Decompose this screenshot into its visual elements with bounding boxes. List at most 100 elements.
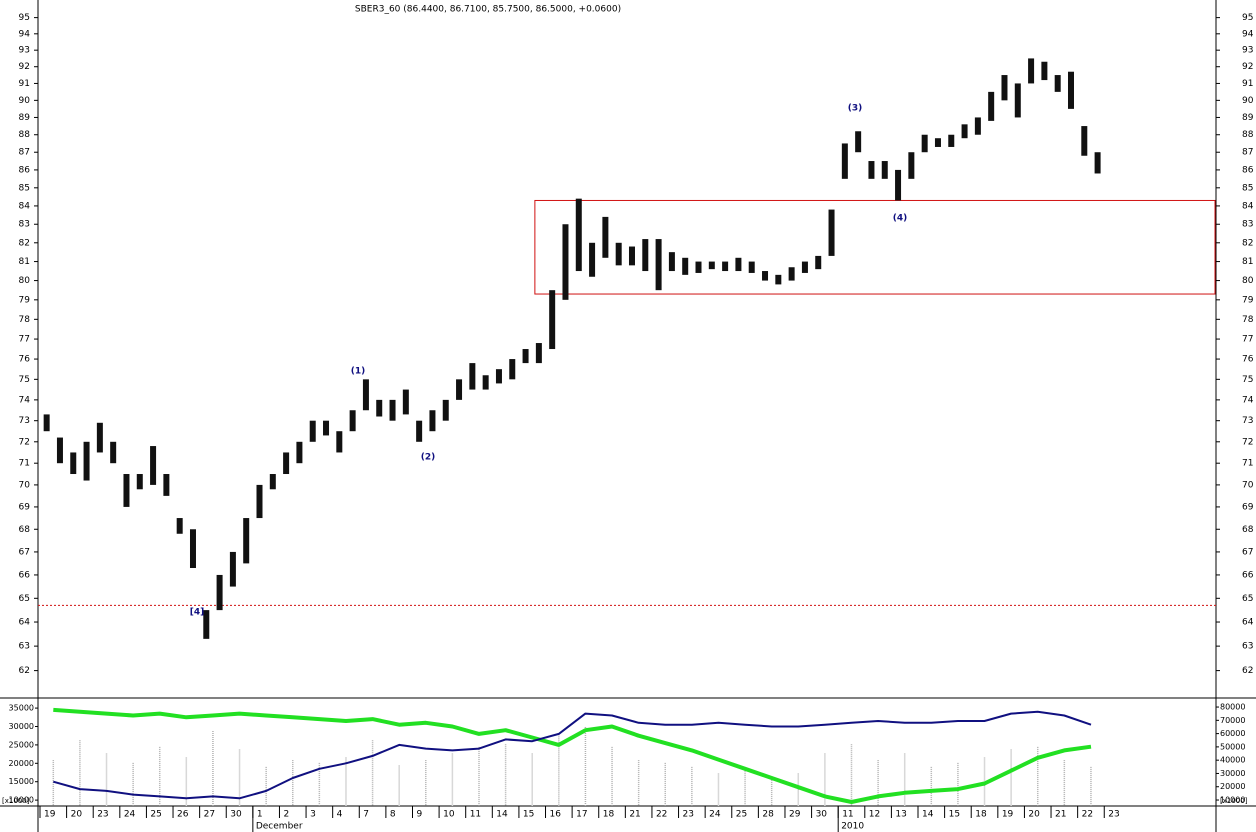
x-tick-label: 27 bbox=[204, 810, 215, 820]
x-tick-label: 28 bbox=[762, 810, 774, 820]
indicator-line bbox=[53, 707, 1092, 804]
price-bar bbox=[628, 246, 635, 266]
annotation: (2) bbox=[421, 453, 436, 463]
price-bar bbox=[429, 410, 436, 432]
x-tick-label: 23 bbox=[1108, 810, 1119, 820]
y-tick-label: 95 bbox=[1242, 13, 1253, 23]
price-bar bbox=[389, 399, 396, 421]
x-tick-label: 18 bbox=[975, 810, 987, 820]
y-tick-label: 80 bbox=[19, 276, 31, 286]
price-bar bbox=[442, 399, 449, 421]
x-tick-label: 24 bbox=[709, 810, 721, 820]
price-bar bbox=[163, 474, 170, 496]
y-tick-label: 85 bbox=[1242, 183, 1253, 193]
x-tick-label: 11 bbox=[470, 810, 481, 820]
zone-box bbox=[534, 199, 1216, 295]
price-bar bbox=[788, 267, 795, 281]
x-tick-label: 19 bbox=[44, 810, 56, 820]
price-bar bbox=[349, 410, 356, 432]
price-bar bbox=[1067, 71, 1074, 109]
price-bar bbox=[96, 422, 103, 453]
y-tick-label: 77 bbox=[1242, 335, 1253, 345]
price-bar bbox=[841, 143, 848, 179]
y2-tick-label: 80000 bbox=[1220, 703, 1245, 712]
x-tick-label: 16 bbox=[550, 810, 562, 820]
y-tick-label: 67 bbox=[19, 547, 30, 557]
y-tick-label: 72 bbox=[1242, 437, 1253, 447]
x-tick-label: 22 bbox=[656, 810, 667, 820]
price-bar bbox=[722, 261, 729, 272]
x-tick-label: 12 bbox=[869, 810, 880, 820]
x-tick-label: 30 bbox=[816, 810, 828, 820]
unit-label: [x1000] bbox=[1220, 797, 1248, 805]
x-tick-label: 14 bbox=[496, 810, 508, 820]
price-bar bbox=[921, 134, 928, 153]
y2-tick-label: 40000 bbox=[1220, 756, 1245, 765]
price-bar bbox=[748, 261, 755, 273]
y-tick-label: 94 bbox=[1242, 29, 1254, 39]
x-tick-label: 13 bbox=[895, 810, 906, 820]
y-tick-label: 65 bbox=[1242, 594, 1253, 604]
y-tick-label: 71 bbox=[19, 459, 30, 469]
y-tick-label: 88 bbox=[1242, 130, 1254, 140]
price-bar bbox=[456, 379, 463, 400]
y-tick-label: 35000 bbox=[9, 704, 34, 713]
y-tick-label: 91 bbox=[1242, 79, 1253, 89]
price-bar bbox=[655, 239, 662, 291]
x-tick-label: 3 bbox=[310, 810, 316, 820]
price-bar bbox=[376, 399, 383, 417]
price-bar bbox=[522, 349, 529, 364]
price-bar bbox=[362, 379, 369, 411]
y-tick-label: 86 bbox=[1242, 165, 1254, 175]
y-tick-label: 64 bbox=[19, 618, 31, 628]
price-bar bbox=[881, 161, 888, 179]
y-tick-label: 84 bbox=[1242, 201, 1254, 211]
x-tick-label: 29 bbox=[789, 810, 801, 820]
y-tick-label: 84 bbox=[19, 201, 31, 211]
y-tick-label: 88 bbox=[19, 130, 31, 140]
x-tick-label: 21 bbox=[1055, 810, 1066, 820]
x-tick-label: 20 bbox=[71, 810, 83, 820]
price-bar bbox=[189, 529, 196, 569]
x-tick-label: 15 bbox=[523, 810, 534, 820]
x-tick-label: 15 bbox=[949, 810, 960, 820]
y-tick-label: 89 bbox=[1242, 113, 1254, 123]
y-tick-label: 91 bbox=[19, 79, 30, 89]
y-tick-label: 92 bbox=[1242, 62, 1253, 72]
unit-label: [x1000] bbox=[2, 797, 30, 805]
y-tick-label: 62 bbox=[19, 666, 30, 676]
price-bar bbox=[974, 117, 981, 135]
annotation: (1) bbox=[351, 367, 366, 377]
price-bar bbox=[1014, 83, 1021, 118]
x-tick-label: 26 bbox=[177, 810, 189, 820]
y-tick-label: 87 bbox=[1242, 148, 1253, 158]
y-tick-label: 69 bbox=[1242, 502, 1254, 512]
x-tick-label: 17 bbox=[576, 810, 587, 820]
x-tick-label: 8 bbox=[390, 810, 396, 820]
y-tick-label: 82 bbox=[1242, 238, 1253, 248]
x-tick-label: 14 bbox=[922, 810, 934, 820]
price-bar bbox=[801, 261, 808, 273]
x-tick-label: 21 bbox=[629, 810, 640, 820]
price-bar bbox=[1094, 152, 1101, 174]
x-tick-label: 20 bbox=[1028, 810, 1040, 820]
indicator-line bbox=[53, 710, 1092, 800]
x-tick-label: 25 bbox=[150, 810, 161, 820]
y-tick-label: 90 bbox=[19, 96, 31, 106]
y2-tick-label: 10000 bbox=[1220, 796, 1245, 805]
price-bar bbox=[589, 242, 596, 277]
price-bar bbox=[482, 375, 489, 390]
y2-tick-label: 60000 bbox=[1220, 729, 1245, 738]
y-tick-label: 15000 bbox=[9, 777, 34, 786]
price-bar bbox=[70, 452, 77, 475]
y-tick-label: 74 bbox=[19, 395, 31, 405]
y-tick-label: 81 bbox=[1242, 257, 1253, 267]
y-tick-label: 74 bbox=[1242, 395, 1254, 405]
price-bar bbox=[469, 363, 476, 390]
y-tick-label: 75 bbox=[19, 375, 30, 385]
y-tick-label: 72 bbox=[19, 437, 30, 447]
x-tick-label: 18 bbox=[603, 810, 615, 820]
period-label: 2010 bbox=[841, 822, 864, 832]
x-tick-label: 22 bbox=[1082, 810, 1093, 820]
